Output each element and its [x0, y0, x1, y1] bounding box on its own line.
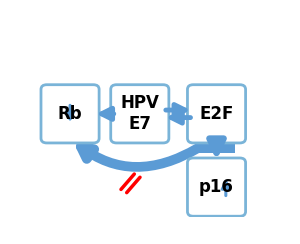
Text: HPV
E7: HPV E7 [120, 94, 159, 133]
Text: p16: p16 [199, 178, 234, 196]
FancyArrowPatch shape [81, 147, 198, 167]
Text: Rb: Rb [58, 105, 82, 123]
FancyBboxPatch shape [198, 140, 235, 153]
FancyBboxPatch shape [188, 85, 246, 143]
FancyBboxPatch shape [188, 158, 246, 216]
FancyBboxPatch shape [41, 85, 99, 143]
Text: E2F: E2F [199, 105, 234, 123]
FancyBboxPatch shape [111, 85, 169, 143]
